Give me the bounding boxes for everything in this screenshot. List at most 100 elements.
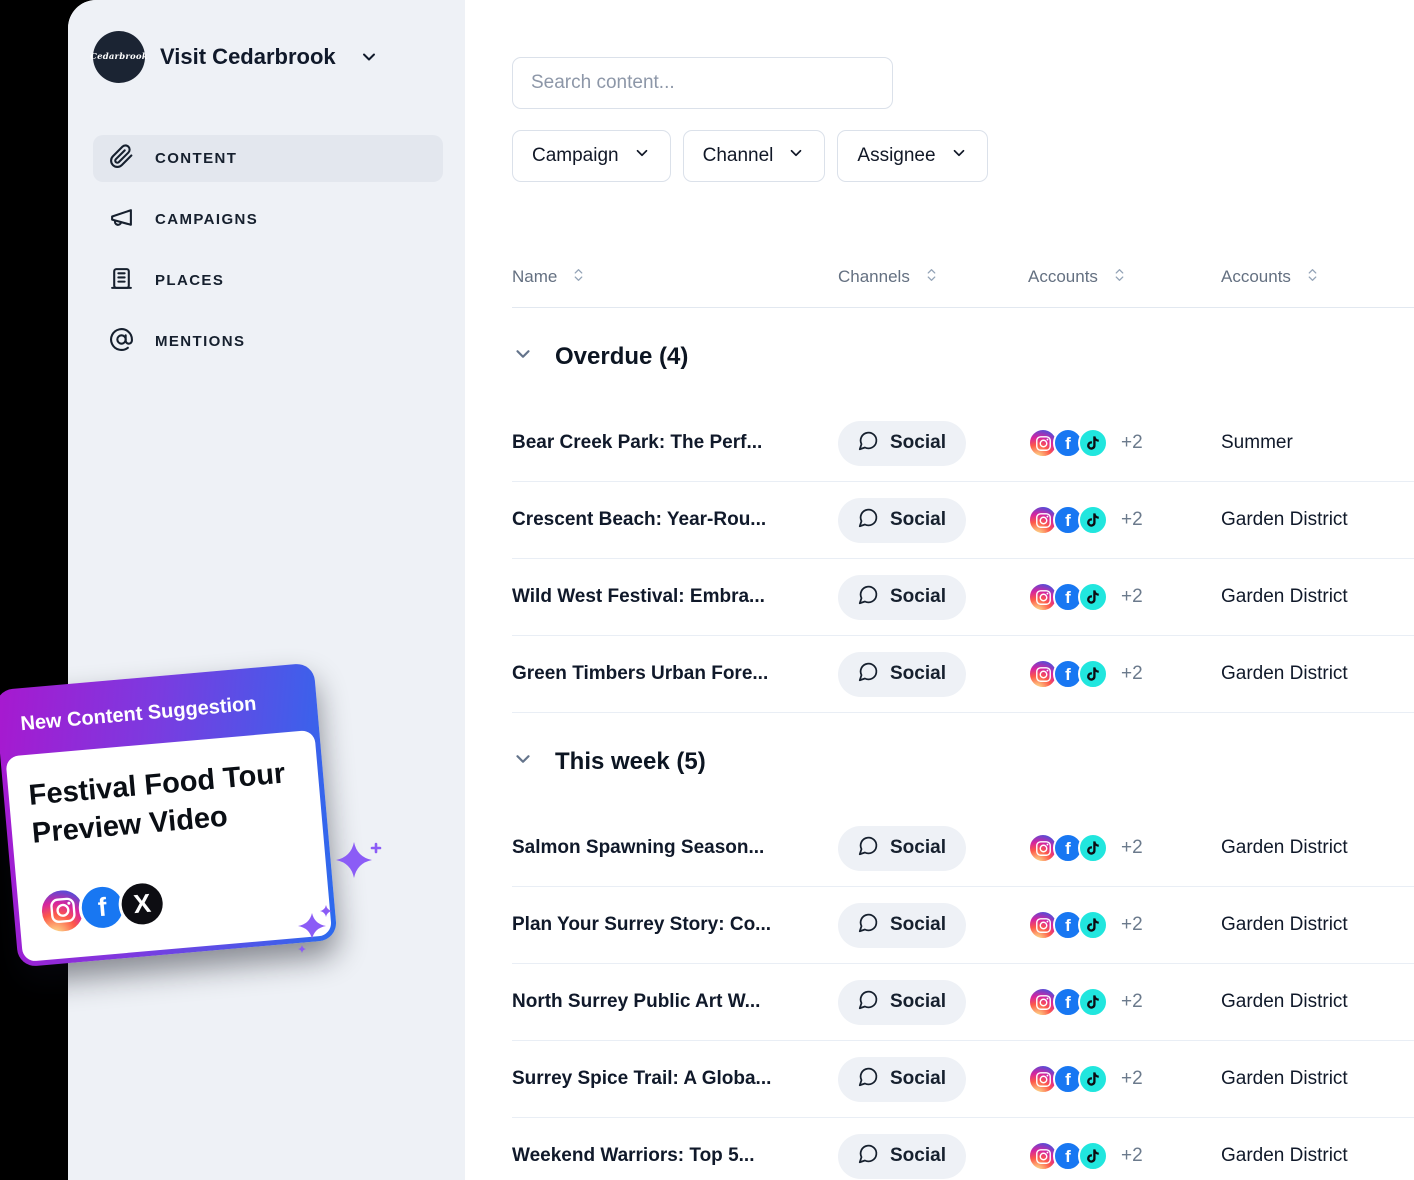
account-avatars: f — [1028, 910, 1108, 940]
channel-pill[interactable]: Social — [838, 1056, 966, 1102]
channel-pill-label: Social — [890, 432, 946, 453]
channel-filter-button[interactable]: Channel — [682, 130, 826, 182]
column-label: Accounts — [1028, 267, 1098, 286]
instagram-icon — [36, 884, 88, 936]
brand-logo: Cedarbrook — [90, 31, 148, 83]
table-row[interactable]: Surrey Spice Trail: A Globa... Social f … — [512, 1041, 1414, 1118]
speech-bubble-icon — [858, 989, 879, 1015]
row-name[interactable]: Bear Creek Park: The Perf... — [512, 432, 763, 453]
table-row[interactable]: North Surrey Public Art W... Social f +2… — [512, 964, 1414, 1041]
channel-pill[interactable]: Social — [838, 979, 966, 1025]
section-rows: Bear Creek Park: The Perf... Social f +2… — [512, 405, 1414, 713]
workspace-switcher[interactable]: Cedarbrook Visit Cedarbrook — [90, 31, 443, 83]
account-tag: Garden District — [1221, 1068, 1348, 1089]
channel-pill[interactable]: Social — [838, 651, 966, 697]
row-name[interactable]: Crescent Beach: Year-Rou... — [512, 509, 767, 530]
row-name[interactable]: North Surrey Public Art W... — [512, 991, 761, 1012]
sort-icon — [572, 267, 585, 288]
account-tag: Garden District — [1221, 663, 1348, 684]
row-name[interactable]: Green Timbers Urban Fore... — [512, 663, 769, 684]
speech-bubble-icon — [858, 1066, 879, 1092]
account-avatars: f — [1028, 428, 1108, 458]
sidebar-item-label: CAMPAIGNS — [155, 211, 259, 228]
row-name[interactable]: Weekend Warriors: Top 5... — [512, 1145, 755, 1166]
column-label: Accounts — [1221, 267, 1291, 286]
channel-pill[interactable]: Social — [838, 497, 966, 543]
speech-bubble-icon — [858, 584, 879, 610]
workspace-name: Visit Cedarbrook — [160, 44, 336, 69]
tiktok-icon — [1078, 659, 1108, 689]
account-tag: Garden District — [1221, 509, 1348, 530]
account-avatars: f — [1028, 1064, 1108, 1094]
assignee-filter-button[interactable]: Assignee — [837, 130, 988, 182]
campaign-filter-button[interactable]: Campaign — [512, 130, 671, 182]
account-tag: Garden District — [1221, 837, 1348, 858]
filter-label: Assignee — [857, 145, 936, 166]
suggestion-title: Festival Food Tour Preview Video — [27, 757, 287, 850]
section-title: This week (5) — [555, 747, 706, 775]
account-tag: Garden District — [1221, 586, 1348, 607]
table-row[interactable]: Crescent Beach: Year-Rou... Social f +2 … — [512, 482, 1414, 559]
channel-pill-label: Social — [890, 586, 946, 607]
row-name[interactable]: Surrey Spice Trail: A Globa... — [512, 1068, 772, 1089]
section-rows: Salmon Spawning Season... Social f +2 Ga… — [512, 810, 1414, 1180]
accounts-overflow-count: +2 — [1121, 1145, 1143, 1166]
channel-pill-label: Social — [890, 1145, 946, 1166]
table-row[interactable]: Plan Your Surrey Story: Co... Social f +… — [512, 887, 1414, 964]
filter-bar: Campaign Channel Assignee — [512, 130, 1414, 182]
chevron-down-icon — [359, 47, 379, 67]
channel-pill-label: Social — [890, 991, 946, 1012]
table-body: Overdue (4) Bear Creek Park: The Perf...… — [512, 308, 1414, 1180]
sidebar-item-places[interactable]: PLACES — [93, 257, 443, 304]
channel-pill[interactable]: Social — [838, 420, 966, 466]
channel-pill[interactable]: Social — [838, 574, 966, 620]
section-header[interactable]: Overdue (4) — [512, 308, 1414, 405]
sidebar: Cedarbrook Visit Cedarbrook CONTENT CAMP… — [68, 0, 465, 1180]
sparkle-icon — [330, 836, 386, 897]
row-name[interactable]: Salmon Spawning Season... — [512, 837, 765, 858]
account-avatars: f — [1028, 1141, 1108, 1171]
column-header-channels[interactable]: Channels — [838, 267, 1028, 288]
column-header-name[interactable]: Name — [512, 267, 838, 288]
channel-pill[interactable]: Social — [838, 825, 966, 871]
app-window: Cedarbrook Visit Cedarbrook CONTENT CAMP… — [68, 0, 1414, 1180]
chevron-down-icon — [787, 144, 805, 168]
row-name[interactable]: Plan Your Surrey Story: Co... — [512, 914, 772, 935]
tiktok-icon — [1078, 1064, 1108, 1094]
column-header-accounts-2[interactable]: Accounts — [1221, 267, 1414, 288]
channel-pill-label: Social — [890, 1068, 946, 1089]
at-sign-icon — [109, 327, 134, 357]
sidebar-item-label: PLACES — [155, 272, 225, 289]
accounts-overflow-count: +2 — [1121, 1068, 1143, 1089]
sidebar-item-content[interactable]: CONTENT — [93, 135, 443, 182]
channel-pill[interactable]: Social — [838, 902, 966, 948]
table-section: This week (5) Salmon Spawning Season... … — [512, 713, 1414, 1180]
channel-pill-label: Social — [890, 509, 946, 530]
accounts-overflow-count: +2 — [1121, 509, 1143, 530]
table-row[interactable]: Salmon Spawning Season... Social f +2 Ga… — [512, 810, 1414, 887]
table-row[interactable]: Green Timbers Urban Fore... Social f +2 … — [512, 636, 1414, 713]
section-header[interactable]: This week (5) — [512, 713, 1414, 810]
tiktok-icon — [1078, 910, 1108, 940]
column-label: Name — [512, 267, 558, 286]
column-header-accounts[interactable]: Accounts — [1028, 267, 1221, 288]
sort-icon — [925, 267, 938, 288]
account-tag: Garden District — [1221, 991, 1348, 1012]
tiktok-icon — [1078, 1141, 1108, 1171]
channel-pill[interactable]: Social — [838, 1133, 966, 1179]
row-name[interactable]: Wild West Festival: Embra... — [512, 586, 765, 607]
tiktok-icon — [1078, 987, 1108, 1017]
table-row[interactable]: Bear Creek Park: The Perf... Social f +2… — [512, 405, 1414, 482]
sort-icon — [1113, 267, 1126, 288]
tiktok-icon — [1078, 582, 1108, 612]
table-row[interactable]: Wild West Festival: Embra... Social f +2… — [512, 559, 1414, 636]
speech-bubble-icon — [858, 661, 879, 687]
new-content-suggestion-card[interactable]: New Content Suggestion Festival Food Tou… — [0, 662, 338, 967]
megaphone-icon — [109, 205, 134, 235]
sidebar-item-mentions[interactable]: MENTIONS — [93, 318, 443, 365]
account-tag: Garden District — [1221, 1145, 1348, 1166]
table-row[interactable]: Weekend Warriors: Top 5... Social f +2 G… — [512, 1118, 1414, 1180]
search-input[interactable] — [512, 57, 893, 109]
sidebar-item-campaigns[interactable]: CAMPAIGNS — [93, 196, 443, 243]
